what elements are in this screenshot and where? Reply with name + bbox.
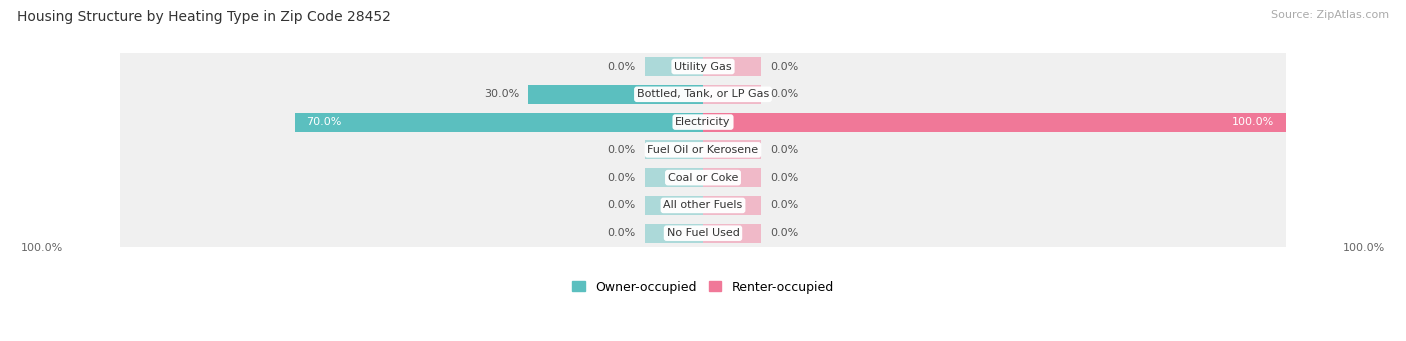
Text: 70.0%: 70.0% <box>307 117 342 127</box>
Text: 0.0%: 0.0% <box>770 173 799 183</box>
Bar <box>703 168 761 187</box>
Text: Electricity: Electricity <box>675 117 731 127</box>
Text: 0.0%: 0.0% <box>770 201 799 210</box>
Bar <box>645 196 703 215</box>
Bar <box>703 224 761 243</box>
Bar <box>120 164 1286 192</box>
Text: Fuel Oil or Kerosene: Fuel Oil or Kerosene <box>647 145 759 155</box>
Text: Source: ZipAtlas.com: Source: ZipAtlas.com <box>1271 10 1389 20</box>
Bar <box>703 113 1286 132</box>
Text: Coal or Coke: Coal or Coke <box>668 173 738 183</box>
Text: 100.0%: 100.0% <box>1343 243 1385 253</box>
Text: 0.0%: 0.0% <box>770 145 799 155</box>
Bar <box>703 140 761 159</box>
Text: 0.0%: 0.0% <box>607 201 636 210</box>
Bar <box>120 80 1286 108</box>
Bar <box>120 136 1286 164</box>
Text: 0.0%: 0.0% <box>607 61 636 72</box>
Bar <box>645 140 703 159</box>
Bar <box>645 224 703 243</box>
Text: Housing Structure by Heating Type in Zip Code 28452: Housing Structure by Heating Type in Zip… <box>17 10 391 24</box>
Text: 0.0%: 0.0% <box>770 228 799 238</box>
Text: 100.0%: 100.0% <box>1232 117 1274 127</box>
Text: 0.0%: 0.0% <box>607 173 636 183</box>
Bar <box>120 219 1286 247</box>
Text: Bottled, Tank, or LP Gas: Bottled, Tank, or LP Gas <box>637 89 769 99</box>
Text: 0.0%: 0.0% <box>770 89 799 99</box>
Bar <box>295 113 703 132</box>
Bar <box>645 57 703 76</box>
Text: 30.0%: 30.0% <box>484 89 519 99</box>
Bar <box>703 85 761 104</box>
Text: All other Fuels: All other Fuels <box>664 201 742 210</box>
Text: No Fuel Used: No Fuel Used <box>666 228 740 238</box>
Text: 0.0%: 0.0% <box>607 145 636 155</box>
Bar <box>120 108 1286 136</box>
Text: Utility Gas: Utility Gas <box>675 61 731 72</box>
Bar <box>120 53 1286 80</box>
Bar <box>529 85 703 104</box>
Bar <box>120 192 1286 219</box>
Legend: Owner-occupied, Renter-occupied: Owner-occupied, Renter-occupied <box>572 281 834 294</box>
Text: 100.0%: 100.0% <box>21 243 63 253</box>
Text: 0.0%: 0.0% <box>770 61 799 72</box>
Bar <box>703 57 761 76</box>
Bar <box>645 168 703 187</box>
Bar <box>703 196 761 215</box>
Text: 0.0%: 0.0% <box>607 228 636 238</box>
